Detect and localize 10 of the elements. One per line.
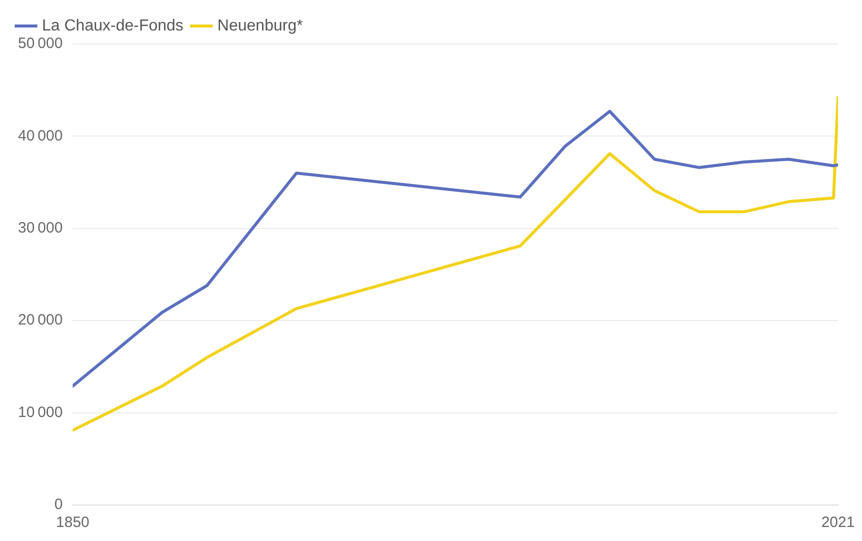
x-tick-label: 1850	[56, 514, 90, 532]
x-tick-label: 2021	[821, 514, 855, 532]
y-tick-label: 30 000	[18, 220, 63, 237]
y-tick-label: 40 000	[18, 127, 63, 144]
y-tick-label: 50 000	[18, 35, 63, 52]
legend-label: La Chaux-de-Fonds	[42, 17, 184, 34]
legend-label: Neuenburg*	[217, 17, 303, 34]
y-tick-label: 0	[54, 496, 63, 514]
y-tick-label: 20 000	[18, 312, 63, 329]
y-tick-label: 10 000	[18, 404, 63, 421]
